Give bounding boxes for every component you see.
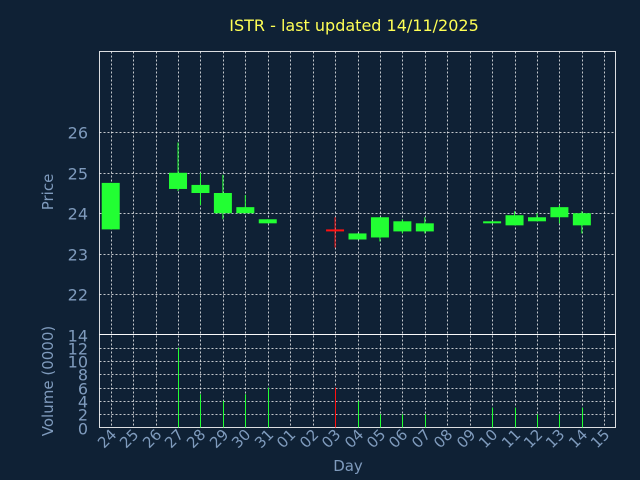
volume-panel-frame <box>99 334 616 428</box>
volume-tick-label: 6 <box>78 380 88 399</box>
x-axis-label: Day <box>333 457 363 475</box>
price-panel-frame <box>99 51 616 335</box>
candle-body <box>415 223 434 232</box>
candle-body <box>191 184 210 193</box>
volume-tick-label: 0 <box>78 420 88 439</box>
volume-tick-label: 10 <box>68 353 88 372</box>
candle-body <box>326 229 345 232</box>
price-tick-label: 24 <box>68 205 88 224</box>
candle-body <box>213 193 232 214</box>
volume-tick-label: 8 <box>78 366 88 385</box>
chart-title: ISTR - last updated 14/11/2025 <box>229 16 479 35</box>
price-tick-label: 22 <box>68 286 88 305</box>
candle-body <box>527 217 546 222</box>
candle-body <box>169 172 188 189</box>
volume-bars-layer <box>178 347 583 428</box>
price-axis: 22 23 24 25 26 <box>68 124 88 305</box>
volume-axis-label: Volume (0000) <box>39 326 57 436</box>
candle-body <box>370 217 389 238</box>
candle-body <box>393 221 412 232</box>
candles-layer <box>101 142 591 248</box>
price-tick-label: 23 <box>68 246 88 265</box>
x-tick-label: 15 <box>587 426 613 452</box>
price-axis-label: Price <box>39 174 57 211</box>
candle-body <box>505 215 524 226</box>
x-axis: 2425262728293031010203040506070809101112… <box>94 426 613 452</box>
price-tick-label: 25 <box>68 165 88 184</box>
candle-body <box>258 219 277 224</box>
volume-tick-label: 4 <box>78 393 88 412</box>
candle-body <box>483 221 502 224</box>
candle-body <box>550 207 569 218</box>
candle-body <box>236 207 255 214</box>
candle-body <box>348 233 367 240</box>
grid-layer <box>99 51 616 428</box>
candle-body <box>101 182 120 230</box>
price-tick-label: 26 <box>68 124 88 143</box>
volume-tick-label: 14 <box>68 327 88 346</box>
volume-tick-label: 2 <box>78 406 88 425</box>
volume-tick-label: 12 <box>68 340 88 359</box>
candle-body <box>572 213 591 226</box>
